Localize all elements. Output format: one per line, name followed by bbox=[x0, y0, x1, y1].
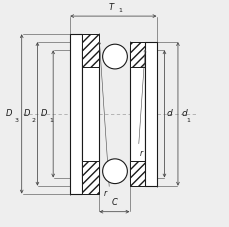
Circle shape bbox=[102, 44, 127, 69]
Text: 1: 1 bbox=[186, 118, 190, 123]
Text: T: T bbox=[108, 3, 113, 12]
Bar bbox=[145, 42, 156, 186]
Text: D: D bbox=[24, 109, 30, 118]
Text: D: D bbox=[41, 109, 47, 118]
Bar bbox=[129, 161, 145, 186]
Bar bbox=[82, 48, 99, 180]
Text: 1: 1 bbox=[49, 118, 53, 123]
Circle shape bbox=[102, 159, 127, 184]
Bar bbox=[70, 34, 82, 194]
Text: C: C bbox=[111, 198, 117, 207]
Bar bbox=[82, 34, 99, 67]
Bar bbox=[82, 161, 99, 194]
Bar bbox=[129, 42, 145, 67]
Text: r: r bbox=[139, 149, 142, 158]
Bar bbox=[129, 48, 145, 180]
Text: 2: 2 bbox=[31, 118, 35, 123]
Text: 3: 3 bbox=[14, 118, 18, 123]
Text: d: d bbox=[166, 109, 172, 118]
Text: d: d bbox=[181, 109, 186, 118]
Text: 1: 1 bbox=[118, 8, 122, 13]
Text: D: D bbox=[6, 109, 13, 118]
Text: r: r bbox=[103, 189, 106, 198]
